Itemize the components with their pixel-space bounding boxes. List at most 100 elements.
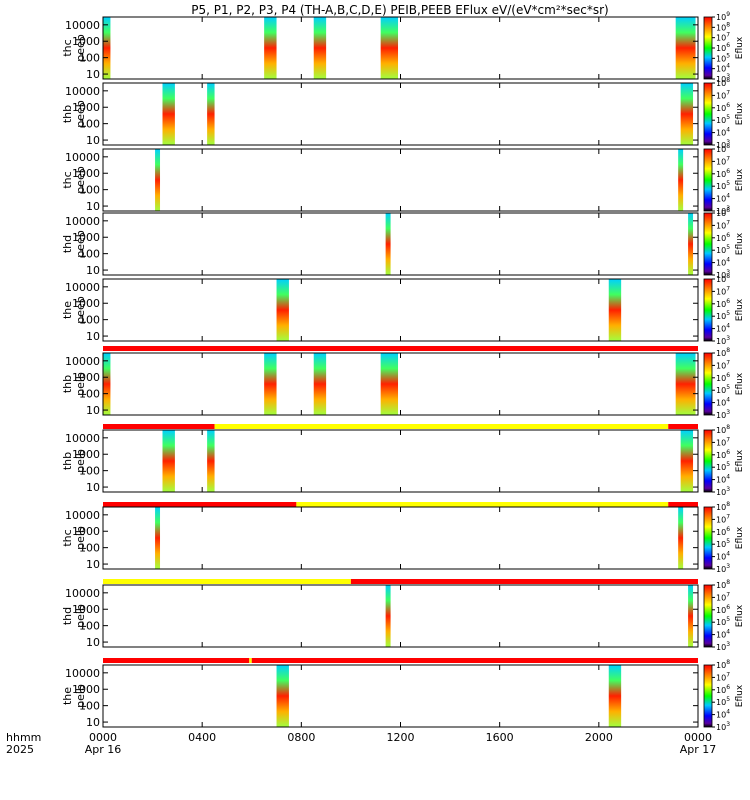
x-date-label: Apr 17 xyxy=(680,743,717,756)
panel-background xyxy=(103,279,698,341)
colorbar-label: Eflux xyxy=(735,684,745,707)
spectrogram-burst xyxy=(313,17,327,79)
spectrogram-burst xyxy=(680,430,694,492)
x-tick-label: 2000 xyxy=(585,731,613,744)
colorbar-label: Eflux xyxy=(735,36,745,59)
y-tick-label: 1000 xyxy=(72,371,100,384)
colorbar-tick-label: 108 xyxy=(716,143,730,154)
colorbar xyxy=(703,664,713,728)
y-tick-label: 100 xyxy=(79,542,100,555)
y-tick-label: 1000 xyxy=(72,35,100,48)
spectrogram-burst xyxy=(162,430,175,492)
spectrogram-burst xyxy=(103,353,111,415)
panel-label-probe: thc xyxy=(61,171,74,188)
panel-label-product: peib xyxy=(74,372,87,396)
colorbar-tick-label: 103 xyxy=(716,563,730,574)
colorbar-tick-label: 107 xyxy=(716,219,730,230)
spectrogram-burst xyxy=(313,353,327,415)
y-tick-label: 10000 xyxy=(65,215,100,228)
y-tick-label: 1000 xyxy=(72,167,100,180)
y-tick-label: 100 xyxy=(79,52,100,65)
panel-label-probe: the xyxy=(61,301,74,319)
colorbar-tick-label: 107 xyxy=(716,513,730,524)
y-tick-label: 10000 xyxy=(65,85,100,98)
spectrogram-burst xyxy=(688,585,694,647)
y-tick-label: 100 xyxy=(79,465,100,478)
colorbar-tick-label: 104 xyxy=(716,63,730,74)
status-bar-segment xyxy=(103,658,250,663)
panel-label-probe: thb xyxy=(61,375,74,393)
colorbar-tick-label: 106 xyxy=(716,684,730,695)
y-tick-label: 10000 xyxy=(65,151,100,164)
spectrogram-burst xyxy=(162,83,175,145)
y-tick-label: 1000 xyxy=(72,101,100,114)
status-bar-segment xyxy=(296,502,669,507)
y-tick-label: 10 xyxy=(86,404,100,417)
y-tick-label: 10000 xyxy=(65,281,100,294)
colorbar-tick-label: 106 xyxy=(716,102,730,113)
colorbar-tick-label: 108 xyxy=(716,347,730,358)
y-tick-label: 1000 xyxy=(72,297,100,310)
spectrogram-burst xyxy=(380,17,399,79)
spectrogram-burst xyxy=(155,149,161,211)
x-tick-label: 0400 xyxy=(188,731,216,744)
colorbar-tick-label: 104 xyxy=(716,551,730,562)
colorbar-label: Eflux xyxy=(735,526,745,549)
colorbar-tick-label: 104 xyxy=(716,629,730,640)
colorbar-label: Eflux xyxy=(735,102,745,125)
y-tick-label: 100 xyxy=(79,388,100,401)
colorbar-tick-label: 107 xyxy=(716,89,730,100)
colorbar-tick-label: 107 xyxy=(716,155,730,166)
spectrogram-burst xyxy=(207,430,215,492)
colorbar-tick-label: 104 xyxy=(716,323,730,334)
colorbar-tick-label: 108 xyxy=(716,21,730,32)
colorbar-tick-label: 105 xyxy=(716,384,730,395)
colorbar-tick-label: 104 xyxy=(716,257,730,268)
status-bar-segment xyxy=(668,502,698,507)
colorbar-tick-label: 103 xyxy=(716,641,730,652)
panel-background xyxy=(103,430,698,492)
panel-1: 10 100 1000 10000 thc peeb 1031041051061071081… xyxy=(61,11,745,84)
panel-label-probe: thc xyxy=(61,39,74,56)
y-tick-label: 100 xyxy=(79,248,100,261)
panel-label-probe: the xyxy=(61,687,74,705)
status-bar-segment xyxy=(103,579,351,584)
colorbar-tick-label: 106 xyxy=(716,449,730,460)
panel-label-product: peeb xyxy=(74,166,87,194)
spectrogram-burst xyxy=(680,83,694,145)
y-tick-label: 1000 xyxy=(72,603,100,616)
colorbar-tick-label: 108 xyxy=(716,659,730,670)
y-tick-label: 1000 xyxy=(72,231,100,244)
y-tick-label: 10000 xyxy=(65,19,100,32)
spectrogram-burst xyxy=(207,83,215,145)
spectrogram-burst xyxy=(264,17,277,79)
spectrogram-burst xyxy=(276,279,289,341)
chart-title: P5, P1, P2, P3, P4 (TH-A,B,C,D,E) PEIB,P… xyxy=(191,3,608,17)
y-tick-label: 10 xyxy=(86,68,100,81)
y-tick-label: 100 xyxy=(79,314,100,327)
colorbar-tick-label: 105 xyxy=(716,616,730,627)
colorbar-tick-label: 107 xyxy=(716,32,730,43)
status-bar-segment xyxy=(249,658,252,663)
colorbar-tick-label: 105 xyxy=(716,180,730,191)
spectrogram-burst xyxy=(688,213,694,275)
panel-label-product: peib xyxy=(74,684,87,708)
colorbar-tick-label: 107 xyxy=(716,285,730,296)
status-bar-segment xyxy=(103,346,698,351)
colorbar xyxy=(703,506,713,570)
x-date-label: Apr 16 xyxy=(85,743,122,756)
panel-background xyxy=(103,665,698,727)
y-tick-label: 10 xyxy=(86,330,100,343)
status-bar-segment xyxy=(668,424,698,429)
colorbar xyxy=(703,148,713,212)
x-axis-unit-label: hhmm xyxy=(6,731,41,744)
colorbar-tick-label: 103 xyxy=(716,73,730,84)
colorbar-label: Eflux xyxy=(735,232,745,255)
colorbar-tick-label: 107 xyxy=(716,436,730,447)
panel-background xyxy=(103,585,698,647)
